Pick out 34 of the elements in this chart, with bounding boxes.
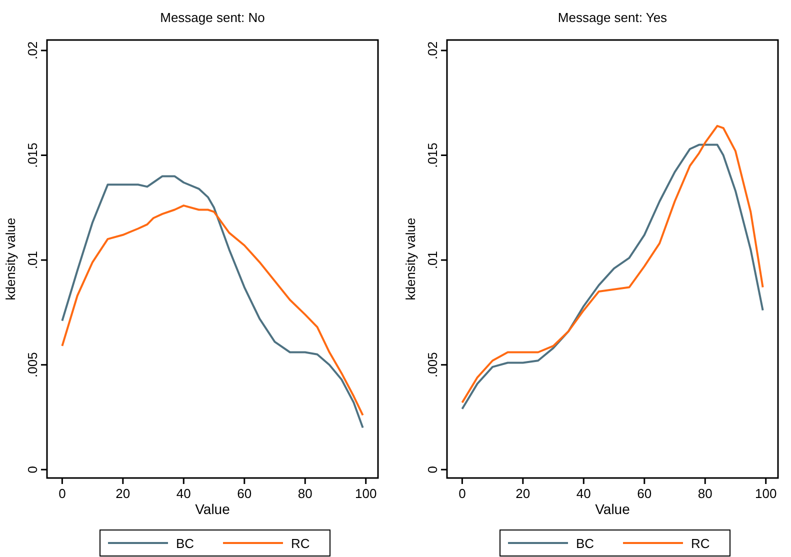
line-series <box>61 204 364 416</box>
legend-label: RC <box>691 536 710 551</box>
legend-label: BC <box>176 536 194 551</box>
chart-title: Message sent: No <box>160 10 265 25</box>
chart-title: Message sent: Yes <box>558 10 668 25</box>
y-tick-label: .02 <box>25 41 40 60</box>
y-tick-label: .01 <box>425 251 440 270</box>
line-series <box>61 175 364 429</box>
y-tick-label: .01 <box>25 251 40 270</box>
x-tick-label: 40 <box>576 486 591 501</box>
y-tick-label: 0 <box>425 466 440 474</box>
x-axis-title: Value <box>595 501 630 517</box>
legend-label: BC <box>576 536 594 551</box>
x-tick-label: 40 <box>176 486 191 501</box>
x-tick-label: 100 <box>755 486 777 501</box>
y-tick-label: .02 <box>425 41 440 60</box>
y-axis-title: kdensity value <box>403 218 418 300</box>
x-tick-label: 0 <box>58 486 66 501</box>
y-tick-label: .005 <box>25 352 40 378</box>
y-tick-label: .015 <box>425 142 440 168</box>
x-tick-label: 80 <box>698 486 712 501</box>
x-tick-label: 60 <box>637 486 652 501</box>
x-tick-label: 20 <box>116 486 130 501</box>
y-tick-label: 0 <box>25 466 40 474</box>
y-tick-label: .005 <box>425 352 440 378</box>
legend-label: RC <box>291 536 310 551</box>
x-tick-label: 20 <box>516 486 530 501</box>
x-tick-label: 80 <box>298 486 312 501</box>
x-axis-title: Value <box>195 501 230 517</box>
x-tick-label: 100 <box>355 486 377 501</box>
x-tick-label: 0 <box>458 486 466 501</box>
y-axis-title: kdensity value <box>3 218 18 300</box>
x-tick-label: 60 <box>237 486 252 501</box>
y-tick-label: .015 <box>25 142 40 168</box>
